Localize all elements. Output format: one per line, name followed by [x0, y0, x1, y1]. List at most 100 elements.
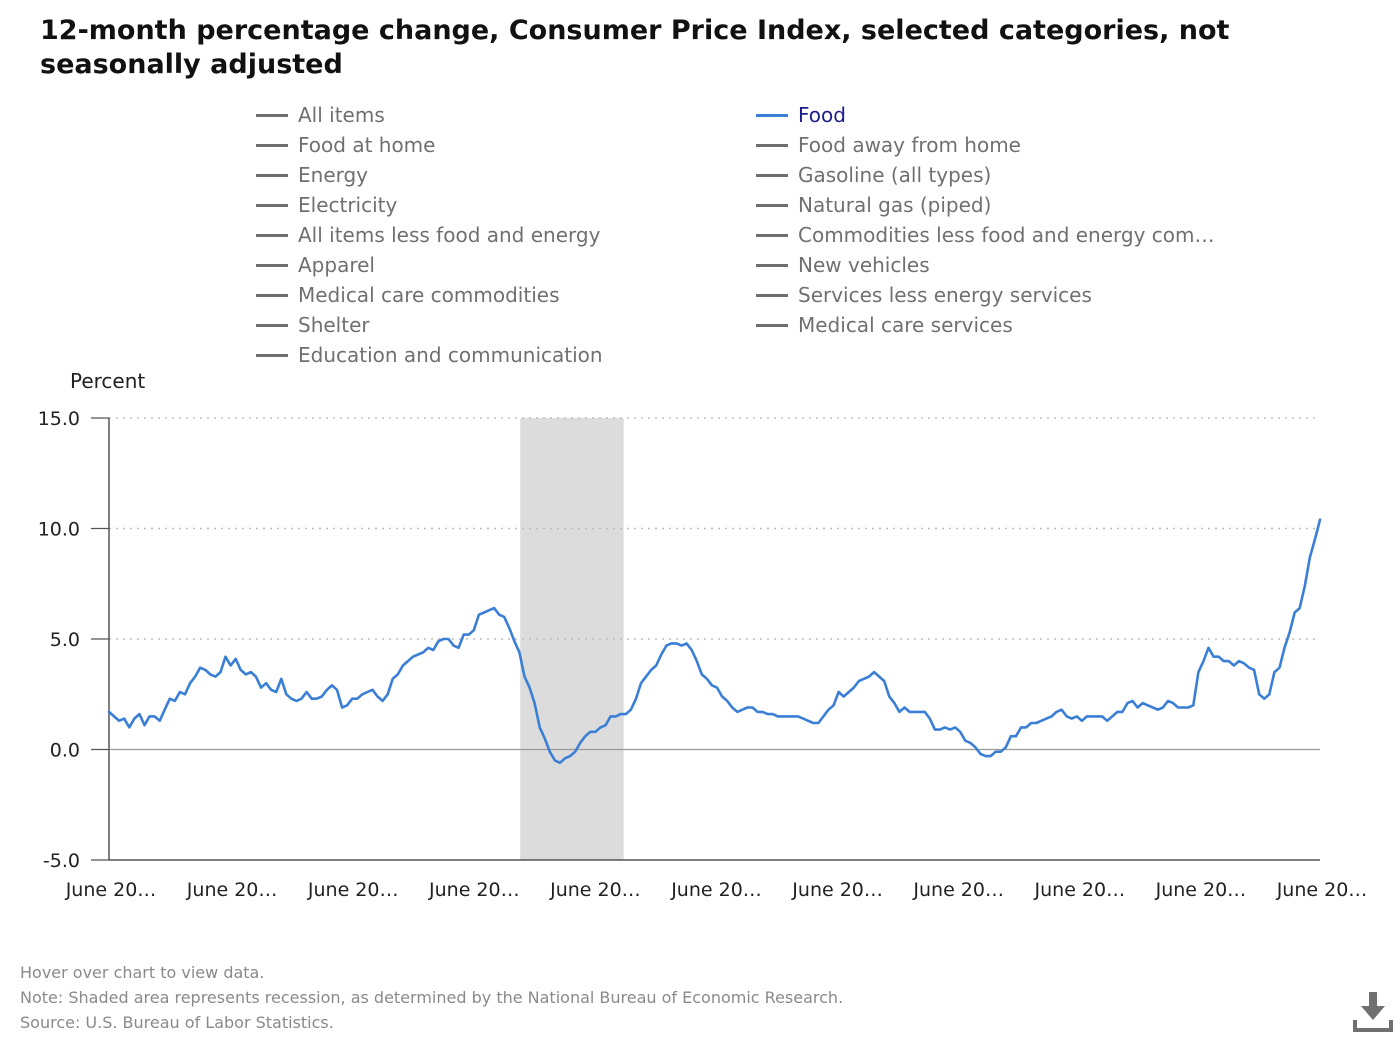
legend-item-food-away-from-home[interactable]: Food away from home: [756, 130, 1021, 160]
data-point[interactable]: [441, 637, 446, 642]
data-point[interactable]: [978, 751, 983, 756]
data-point[interactable]: [269, 687, 274, 692]
data-point[interactable]: [107, 709, 112, 714]
data-point[interactable]: [1287, 630, 1292, 635]
data-point[interactable]: [608, 714, 613, 719]
data-point[interactable]: [223, 654, 228, 659]
data-point[interactable]: [167, 696, 172, 701]
data-point[interactable]: [476, 612, 481, 617]
data-point[interactable]: [1181, 705, 1186, 710]
data-point[interactable]: [431, 648, 436, 653]
data-point[interactable]: [557, 760, 562, 765]
data-point[interactable]: [821, 714, 826, 719]
data-point[interactable]: [1095, 714, 1100, 719]
data-point[interactable]: [193, 674, 198, 679]
data-point[interactable]: [213, 674, 218, 679]
data-point[interactable]: [1044, 716, 1049, 721]
data-point[interactable]: [715, 685, 720, 690]
data-point[interactable]: [1130, 698, 1135, 703]
data-point[interactable]: [552, 758, 557, 763]
data-point[interactable]: [264, 681, 269, 686]
data-point[interactable]: [492, 606, 497, 611]
data-point[interactable]: [1150, 705, 1155, 710]
data-point[interactable]: [689, 648, 694, 653]
data-point[interactable]: [497, 612, 502, 617]
data-point[interactable]: [801, 716, 806, 721]
data-point[interactable]: [1211, 654, 1216, 659]
data-point[interactable]: [770, 712, 775, 717]
data-point[interactable]: [796, 714, 801, 719]
data-point[interactable]: [284, 692, 289, 697]
data-point[interactable]: [745, 705, 750, 710]
data-point[interactable]: [791, 714, 796, 719]
data-point[interactable]: [943, 725, 948, 730]
data-point[interactable]: [340, 705, 345, 710]
data-point[interactable]: [841, 694, 846, 699]
data-point[interactable]: [405, 659, 410, 664]
data-point[interactable]: [481, 610, 486, 615]
data-point[interactable]: [948, 727, 953, 732]
data-point[interactable]: [274, 690, 279, 695]
legend-item-new-vehicles[interactable]: New vehicles: [756, 250, 930, 280]
data-point[interactable]: [603, 723, 608, 728]
data-point[interactable]: [659, 652, 664, 657]
data-point[interactable]: [1145, 703, 1150, 708]
data-point[interactable]: [816, 720, 821, 725]
data-point[interactable]: [856, 678, 861, 683]
data-point[interactable]: [380, 698, 385, 703]
data-point[interactable]: [294, 698, 299, 703]
data-point[interactable]: [1024, 725, 1029, 730]
data-point[interactable]: [988, 754, 993, 759]
data-point[interactable]: [1069, 716, 1074, 721]
data-point[interactable]: [1110, 714, 1115, 719]
data-point[interactable]: [1140, 701, 1145, 706]
data-point[interactable]: [507, 625, 512, 630]
data-point[interactable]: [593, 729, 598, 734]
data-point[interactable]: [335, 687, 340, 692]
data-point[interactable]: [1029, 720, 1034, 725]
data-point[interactable]: [765, 712, 770, 717]
data-point[interactable]: [238, 667, 243, 672]
data-point[interactable]: [709, 683, 714, 688]
legend-item-energy[interactable]: Energy: [256, 160, 368, 190]
data-point[interactable]: [654, 663, 659, 668]
data-point[interactable]: [400, 663, 405, 668]
data-point[interactable]: [623, 712, 628, 717]
data-point[interactable]: [456, 645, 461, 650]
data-point[interactable]: [1297, 606, 1302, 611]
data-point[interactable]: [319, 694, 324, 699]
data-point[interactable]: [360, 692, 365, 697]
data-point[interactable]: [1277, 665, 1282, 670]
data-point[interactable]: [1302, 583, 1307, 588]
legend-item-food-at-home[interactable]: Food at home: [256, 130, 435, 160]
legend-item-apparel[interactable]: Apparel: [256, 250, 375, 280]
data-point[interactable]: [1186, 705, 1191, 710]
data-point[interactable]: [1165, 698, 1170, 703]
legend-item-all-items-less-food-and-energy[interactable]: All items less food and energy: [256, 220, 600, 250]
data-point[interactable]: [370, 687, 375, 692]
data-point[interactable]: [1054, 709, 1059, 714]
data-point[interactable]: [568, 754, 573, 759]
data-point[interactable]: [740, 707, 745, 712]
data-point[interactable]: [573, 749, 578, 754]
data-point[interactable]: [390, 676, 395, 681]
data-point[interactable]: [142, 723, 147, 728]
data-point[interactable]: [674, 641, 679, 646]
data-point[interactable]: [937, 727, 942, 732]
data-point[interactable]: [157, 718, 162, 723]
data-point[interactable]: [487, 608, 492, 613]
legend-item-electricity[interactable]: Electricity: [256, 190, 397, 220]
data-point[interactable]: [725, 698, 730, 703]
data-point[interactable]: [279, 676, 284, 681]
data-point[interactable]: [704, 676, 709, 681]
data-point[interactable]: [350, 696, 355, 701]
data-point[interactable]: [1221, 659, 1226, 664]
data-point[interactable]: [1226, 659, 1231, 664]
data-point[interactable]: [953, 725, 958, 730]
data-point[interactable]: [1201, 659, 1206, 664]
data-point[interactable]: [1013, 734, 1018, 739]
data-point[interactable]: [375, 694, 380, 699]
legend-item-natural-gas-piped[interactable]: Natural gas (piped): [756, 190, 991, 220]
data-point[interactable]: [1282, 645, 1287, 650]
data-point[interactable]: [897, 709, 902, 714]
